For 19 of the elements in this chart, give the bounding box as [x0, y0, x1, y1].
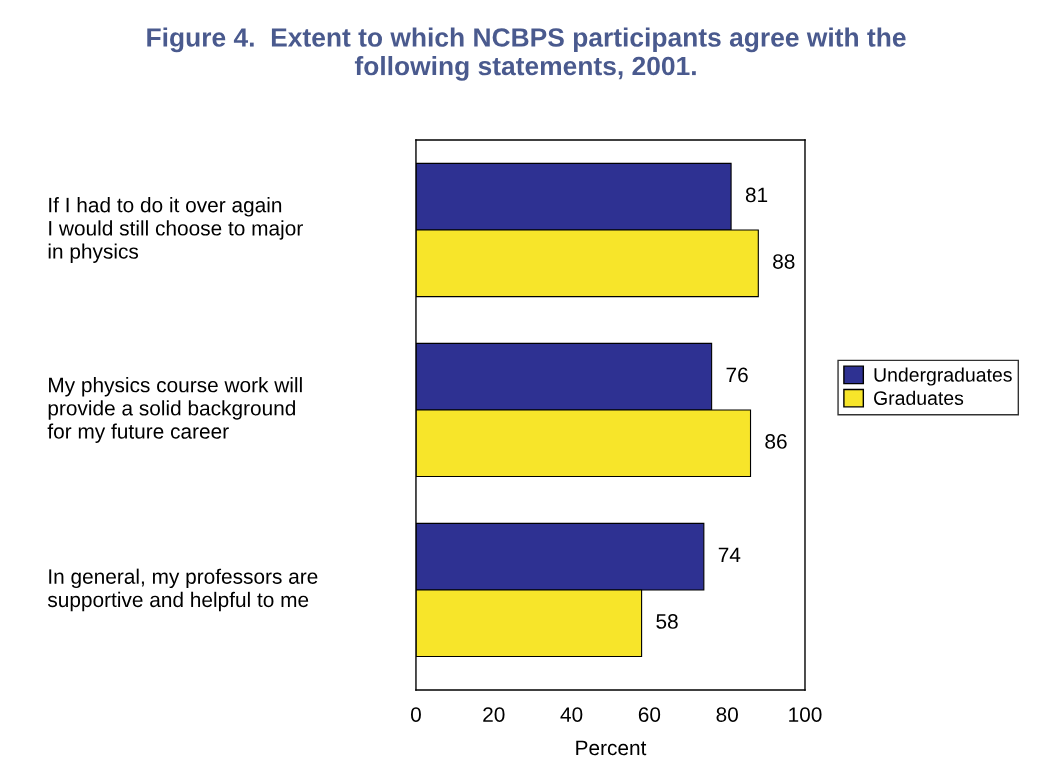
legend-label: Graduates [874, 390, 964, 406]
data-label: 58 [656, 614, 678, 629]
y-tick-label: If I had to do it over again I would still choose to major in physics [48, 197, 303, 263]
x-tick-label: 40 [560, 707, 583, 722]
data-label: 88 [773, 254, 795, 269]
legend-label: Undergraduates [874, 367, 1012, 386]
data-label: 86 [765, 434, 787, 449]
data-label: 81 [745, 187, 768, 203]
chart-title: Figure 4. Extent to which NCBPS participants agree with the following statements, 2001. [147, 27, 906, 81]
y-tick-label: In general, my professors are supportive and helpful to me [47, 568, 318, 612]
x-tick-label: 80 [716, 707, 738, 722]
x-tick-label: 20 [483, 707, 505, 722]
x-axis-title: Percent [576, 740, 647, 756]
data-label: 74 [718, 547, 741, 563]
x-tick-label: 100 [789, 707, 822, 722]
x-tick-label: 60 [638, 707, 661, 722]
data-label: 76 [726, 367, 748, 383]
y-tick-label: My physics course work will provide a solid background for my future career [47, 377, 302, 443]
x-tick-label: 0 [410, 707, 421, 722]
